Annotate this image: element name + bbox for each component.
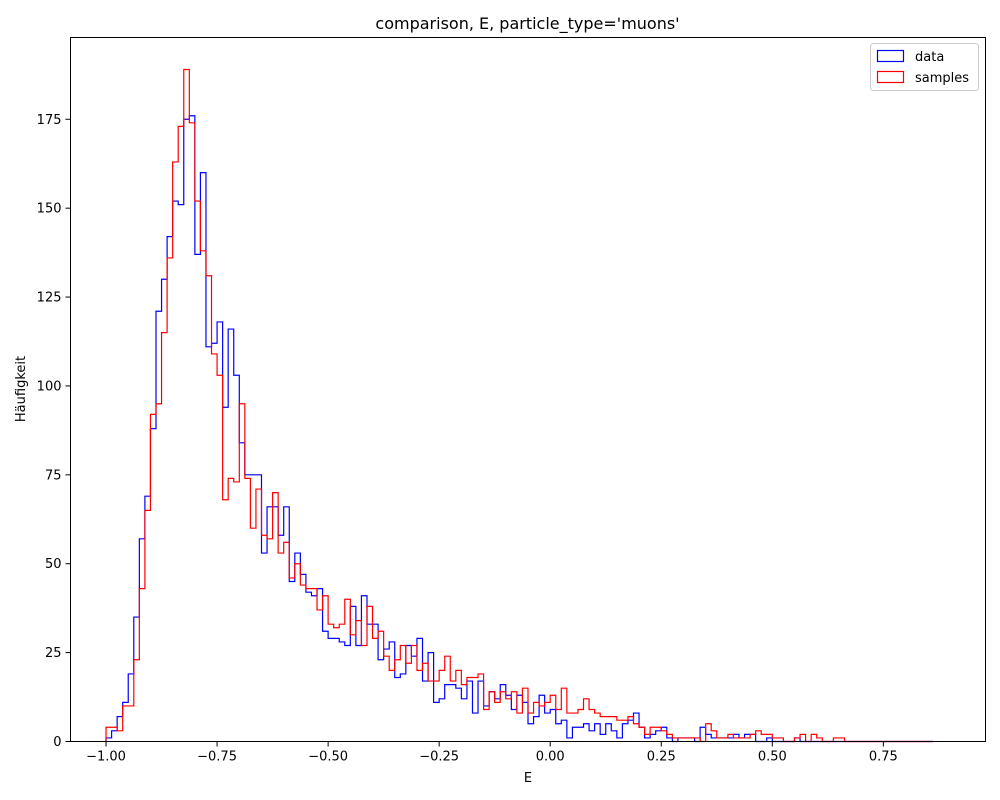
x-axis: −1.00 −0.75 −0.50 −0.25 0.00 0.25 0.50 0.75 — [86, 741, 898, 765]
x-tick-label: 0.50 — [758, 750, 787, 765]
x-axis-label: E — [524, 771, 532, 786]
x-tick-label: −1.00 — [86, 750, 126, 765]
y-tick-label: 75 — [45, 468, 62, 483]
legend-swatch-samples — [876, 70, 905, 84]
legend-label-samples: samples — [915, 71, 969, 86]
legend-label-data: data — [915, 50, 944, 65]
plot-area — [70, 37, 986, 743]
y-tick-label: 0 — [53, 735, 61, 750]
series-layer — [105, 68, 934, 743]
series-line-samples — [105, 68, 934, 743]
legend-box — [870, 43, 979, 91]
y-tick-label: 50 — [45, 557, 62, 572]
x-tick-label: −0.25 — [419, 750, 459, 765]
chart-title: comparison, E, particle_type='muons' — [375, 14, 679, 34]
legend-swatch-data — [876, 49, 905, 63]
y-axis-label: Häufigkeit — [14, 356, 29, 422]
x-tick-label: −0.50 — [308, 750, 348, 765]
x-tick-label: −0.75 — [197, 750, 237, 765]
legend: data samples — [870, 43, 979, 91]
y-tick-label: 175 — [37, 113, 62, 128]
y-tick-label: 150 — [37, 202, 62, 217]
y-tick-label: 25 — [45, 646, 62, 661]
y-tick-label: 125 — [37, 291, 62, 306]
axes-frame — [70, 37, 986, 742]
x-tick-label: 0.75 — [869, 750, 898, 765]
x-tick-label: 0.25 — [647, 750, 676, 765]
y-axis: 0 25 50 75 100 125 150 175 — [37, 113, 71, 750]
y-tick-label: 100 — [37, 379, 62, 394]
x-tick-label: 0.00 — [536, 750, 565, 765]
